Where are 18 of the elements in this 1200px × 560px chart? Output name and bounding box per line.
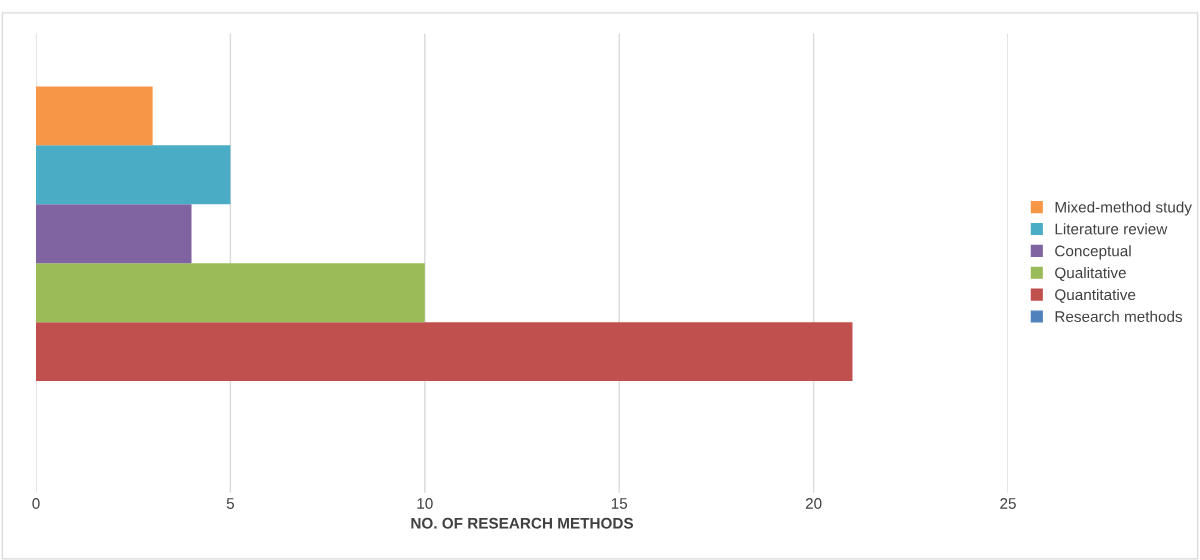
- legend-label: Qualitative: [1055, 267, 1126, 281]
- legend-label: Conceptual: [1055, 245, 1131, 260]
- legend-label: Mixed-method study: [1055, 201, 1192, 216]
- x-tick-label: 25: [1000, 498, 1016, 509]
- x-tick-label: 15: [611, 498, 628, 509]
- x-tick-label: 5: [226, 498, 235, 509]
- bar: [36, 86, 153, 146]
- x-tick-label: 0: [32, 498, 40, 509]
- x-axis-title: NO. OF RESEARCH METHODS: [411, 517, 634, 529]
- legend-label: Literature review: [1055, 223, 1168, 235]
- legend-label: Quantitative: [1055, 288, 1136, 303]
- bar: [36, 263, 425, 323]
- x-tick-label: 20: [805, 498, 822, 509]
- bar: [36, 322, 853, 382]
- x-tick-label: 10: [417, 498, 433, 509]
- legend-label: Research methods: [1055, 310, 1183, 322]
- bar: [36, 145, 231, 205]
- bar: [36, 204, 192, 264]
